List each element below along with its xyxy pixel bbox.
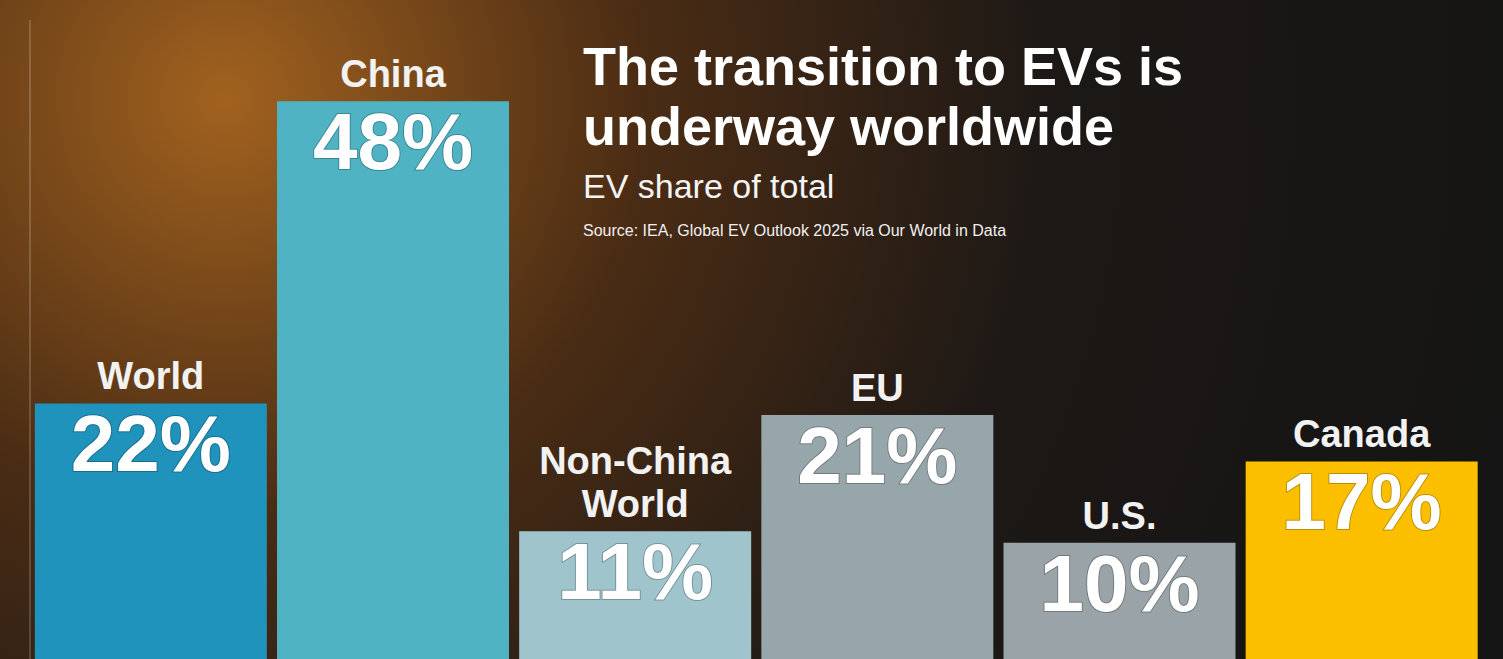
svg-text:17%: 17% <box>1282 457 1442 546</box>
svg-text:21%: 21% <box>797 411 957 500</box>
html-text:The transition to EVs is under: The transition to EVs is underway worldw… <box>583 36 1184 157</box>
svg-text:Canada: Canada <box>1293 413 1431 455</box>
svg-text:Non-ChinaWorld: Non-ChinaWorld <box>539 440 732 526</box>
svg-text:EU: EU <box>851 367 904 409</box>
svg-text:China: China <box>340 53 446 95</box>
svg-text:10%: 10% <box>1039 539 1199 628</box>
svg-text:11%: 11% <box>557 527 713 616</box>
html-text:Source: IEA, Global EV Outlook: Source: IEA, Global EV Outlook 2025 via … <box>583 221 1006 239</box>
svg-text:22%: 22% <box>71 399 231 488</box>
html-text:EV share of total: EV share of total <box>583 166 835 205</box>
svg-text:World: World <box>97 355 204 397</box>
svg-text:48%: 48% <box>313 97 473 186</box>
svg-text:U.S.: U.S. <box>1083 495 1157 537</box>
